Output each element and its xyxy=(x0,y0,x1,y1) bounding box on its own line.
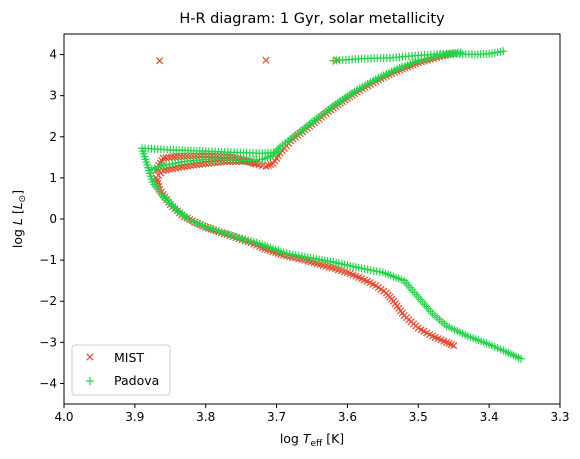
chart-title: H-R diagram: 1 Gyr, solar metallicity xyxy=(179,11,445,27)
y-tick-label: −3 xyxy=(39,335,57,349)
y-tick-label: 3 xyxy=(49,89,57,103)
mist-point xyxy=(262,162,270,171)
mist-point xyxy=(202,159,210,168)
y-tick-label: 2 xyxy=(49,130,57,144)
y-tick-label: 1 xyxy=(49,171,57,185)
mist-point xyxy=(170,153,179,161)
padova-point xyxy=(163,196,172,205)
legend-marker-mist xyxy=(86,353,94,361)
legend-marker-mist xyxy=(86,353,94,361)
series-padova xyxy=(137,47,526,363)
padova-point xyxy=(165,198,174,207)
legend-label-mist: MIST xyxy=(114,350,144,365)
y-tick-label: 4 xyxy=(49,48,57,62)
mist-point xyxy=(198,151,207,160)
x-axis-ticks: 4.0 3.9 3.8 3.7 3.6 3.5 3.4 3.3 xyxy=(54,404,570,424)
data-marks xyxy=(137,47,526,363)
legend: MIST Padova xyxy=(71,344,171,396)
x-tick-label: 3.9 xyxy=(125,410,144,424)
y-axis-label: log L [L⊙] xyxy=(10,190,28,248)
y-tick-label: −2 xyxy=(39,294,57,308)
mist-point xyxy=(262,56,270,64)
padova-point xyxy=(171,204,180,213)
padova-point xyxy=(274,145,283,154)
padova-point xyxy=(167,200,176,209)
legend-marker-padova xyxy=(86,377,94,385)
y-tick-label: 0 xyxy=(49,212,57,226)
x-axis-label: log Teff [K] xyxy=(280,431,344,449)
x-tick-label: 4.0 xyxy=(54,410,73,424)
y-tick-label: −4 xyxy=(39,376,57,390)
x-tick-label: 3.7 xyxy=(267,410,286,424)
x-tick-label: 3.8 xyxy=(196,410,215,424)
padova-point xyxy=(499,47,508,56)
padova-point xyxy=(161,194,170,203)
x-tick-label: 3.3 xyxy=(550,410,569,424)
legend-marker-padova xyxy=(86,377,94,385)
mist-point xyxy=(264,161,272,170)
x-tick-label: 3.6 xyxy=(338,410,357,424)
y-tick-label: −1 xyxy=(39,253,57,267)
padova-point xyxy=(272,148,281,157)
padova-point xyxy=(169,202,178,211)
y-axis-ticks: −4 −3 −2 −1 0 1 2 3 4 xyxy=(39,48,64,390)
padova-point xyxy=(456,48,465,57)
x-tick-label: 3.4 xyxy=(480,410,499,424)
mist-point xyxy=(156,57,164,65)
legend-label-padova: Padova xyxy=(114,373,159,388)
mist-point xyxy=(202,151,210,159)
legend-box xyxy=(71,344,171,396)
x-tick-label: 3.5 xyxy=(409,410,428,424)
mist-point xyxy=(173,152,181,161)
mist-point xyxy=(251,159,259,168)
padova-point xyxy=(173,206,182,215)
